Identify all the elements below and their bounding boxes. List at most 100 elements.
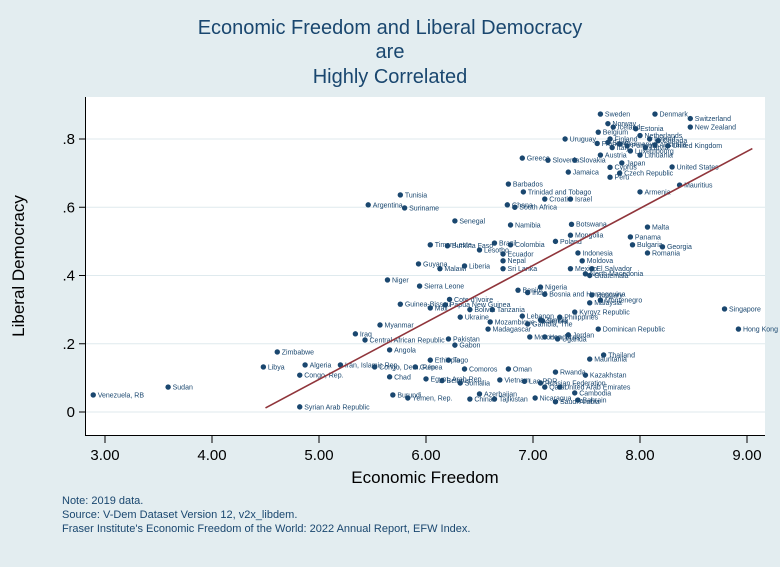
data-point-label: Russian Federation — [545, 381, 606, 388]
data-point — [669, 164, 675, 170]
data-point — [655, 138, 661, 144]
data-point-label: New Zealand — [695, 125, 736, 132]
data-point — [507, 222, 514, 228]
data-point — [594, 140, 600, 147]
data-point — [485, 326, 491, 332]
data-point-label: Malaysia — [594, 300, 622, 307]
data-point-label: Saudi Arabia — [560, 399, 600, 406]
data-point-label: Canada — [663, 138, 688, 145]
data-point-label: Sudan — [173, 385, 193, 392]
data-point — [165, 384, 171, 390]
data-point — [476, 247, 483, 253]
data-point-label: United Kingdom — [672, 143, 722, 150]
x-axis-title: Economic Freedom — [351, 468, 498, 487]
data-point-label: Gambia, The — [532, 322, 572, 329]
data-point-label: Cote d'Ivoire — [454, 297, 493, 304]
data-point-label: Tajikistan — [499, 397, 528, 404]
data-point-label: Jordan — [573, 332, 595, 339]
x-tick-label: 5.00 — [304, 447, 333, 464]
data-point — [437, 266, 443, 272]
data-point-label: Togo — [453, 358, 468, 365]
data-point — [362, 337, 368, 343]
data-point — [542, 384, 548, 390]
data-point — [521, 378, 528, 385]
data-point-label: Philippines — [564, 315, 598, 322]
data-point — [562, 136, 568, 142]
data-point-label: Burundi — [397, 393, 422, 400]
data-point-label: Vietnam — [504, 377, 530, 384]
data-point-label: Liberia — [469, 264, 490, 271]
data-point — [552, 369, 559, 375]
data-point — [575, 250, 581, 256]
data-point-label: Guinea-Bissau — [405, 302, 451, 309]
data-point — [597, 152, 604, 158]
data-point-label: India — [532, 290, 547, 297]
data-point — [557, 314, 563, 321]
data-point — [519, 155, 525, 161]
data-point-label: Jamaica — [573, 170, 599, 177]
data-point-label: Peru — [615, 175, 630, 182]
chart-title: Economic Freedom and Liberal Democracy a… — [0, 0, 780, 89]
data-point-label: Norway — [612, 121, 636, 128]
data-point — [567, 266, 574, 272]
data-point-label: Azerbaijan — [484, 391, 517, 398]
y-tick-label: 0 — [67, 404, 75, 421]
data-point-label: Ireland — [654, 137, 676, 144]
data-point — [616, 141, 623, 147]
data-point-label: Bosnia and Herzegovina — [549, 292, 625, 299]
data-point-label: Senegal — [459, 218, 485, 225]
data-point — [646, 136, 653, 142]
data-point — [595, 129, 601, 136]
data-point-label: Barbados — [513, 182, 543, 189]
data-point — [567, 196, 574, 202]
data-point-label: Myanmar — [384, 323, 414, 330]
data-point — [557, 384, 563, 390]
y-axis-title: Liberal Democracy — [9, 195, 28, 337]
data-point — [504, 202, 511, 208]
y-tick-label: .8 — [62, 131, 75, 148]
data-point-label: Rwanda — [560, 370, 586, 377]
data-point — [491, 240, 498, 246]
data-point — [637, 152, 643, 158]
data-point — [446, 296, 453, 303]
data-point — [607, 136, 613, 142]
data-point-label: Dominican Republic — [603, 327, 666, 334]
data-point — [575, 397, 581, 403]
data-point — [90, 392, 96, 398]
data-point-label: Guinea — [420, 365, 443, 372]
data-point — [524, 321, 531, 327]
data-point-label: Egypt, Arab Rep. — [431, 376, 484, 383]
data-point-label: Cambodia — [579, 390, 611, 397]
chart-title-line1: Economic Freedom and Liberal Democracy — [197, 17, 583, 39]
data-point-label: Moldova — [587, 258, 614, 265]
data-point — [297, 404, 303, 410]
data-point — [619, 160, 625, 166]
data-point-label: Thailand — [608, 353, 635, 360]
data-point — [427, 242, 433, 248]
data-point — [297, 372, 303, 379]
data-point — [527, 334, 533, 340]
x-tick-label: 4.00 — [197, 447, 226, 464]
scatter-plot-canvas: 0 .2 .4 .6 .8 3.00 4.00 5.00 6.00 7.00 8.00 9.00 Eco… — [9, 97, 780, 487]
data-point-label: Belgium — [603, 130, 628, 137]
data-point-label: Switzerland — [695, 116, 731, 123]
data-point — [260, 364, 267, 370]
data-point-label: Papua New Guinea — [450, 302, 511, 309]
data-point-label: Sierra Leone — [424, 284, 464, 291]
data-point-label: Singapore — [729, 307, 761, 314]
data-point-label: Germany — [624, 142, 653, 149]
data-point-label: Montenegro — [605, 298, 642, 305]
data-point-label: Zimbabwe — [282, 350, 314, 357]
data-point — [589, 266, 595, 272]
data-point — [487, 319, 493, 325]
data-point-label: United Arab Emirates — [564, 385, 631, 392]
data-point-label: Botswana — [576, 222, 607, 229]
data-point-label: Israel — [575, 197, 593, 204]
data-point — [412, 364, 418, 370]
data-point — [589, 292, 595, 298]
data-point — [542, 291, 548, 298]
chart-title-line3: Highly Correlated — [312, 65, 468, 88]
data-point — [507, 242, 514, 248]
data-point — [567, 232, 574, 239]
data-point-label: Latvia — [650, 145, 669, 152]
